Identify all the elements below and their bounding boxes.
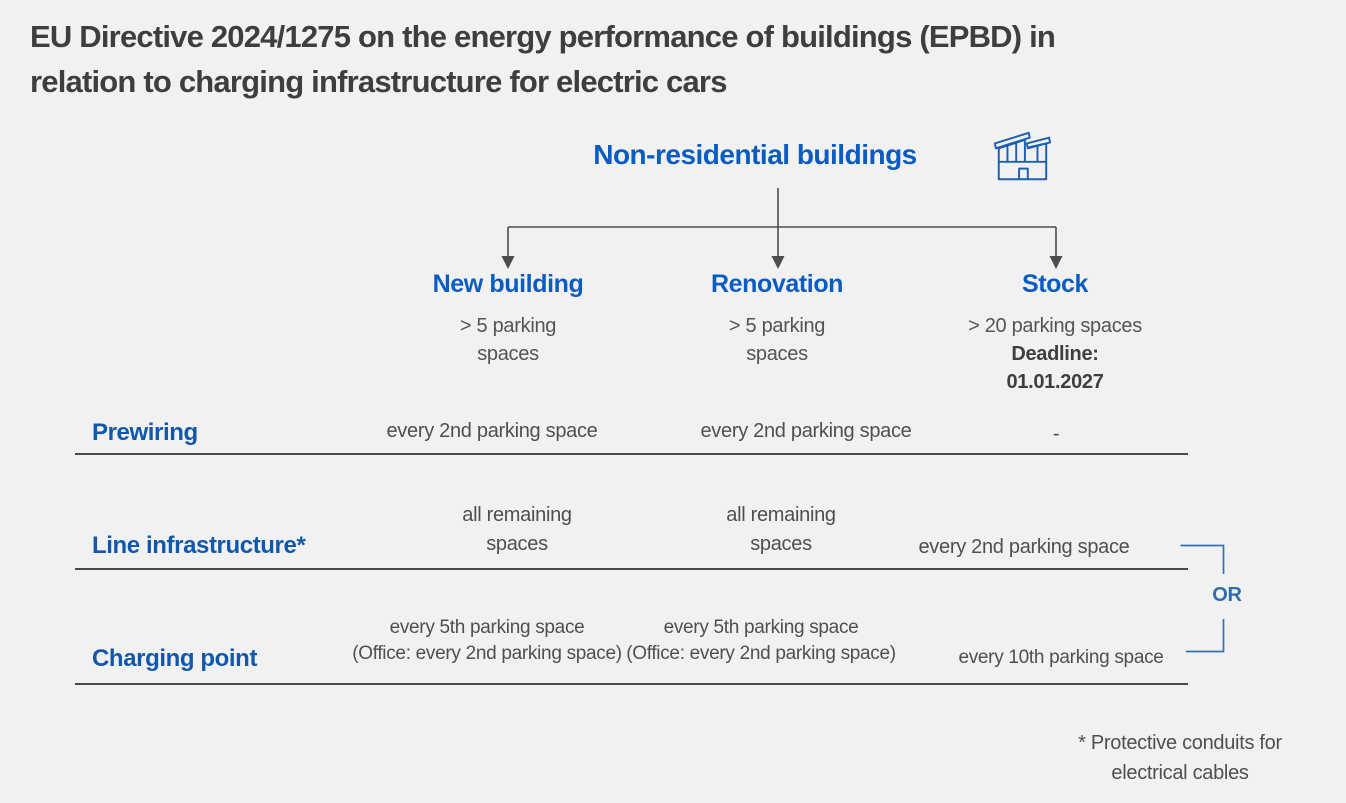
building-icon [993,131,1052,181]
cell-line: every 5th parking space [663,617,859,638]
cell-line-infrastructure-renovation: all remaining spaces [641,501,921,559]
column-sublabel-new-building: > 5 parking spaces [388,312,628,368]
cell-charging-point-stock: every 10th parking space [958,647,1164,668]
footnote-line-2: electrical cables [1111,762,1249,784]
cell-line: all remaining [726,504,836,526]
cell-prewiring-stock: - [1052,423,1060,445]
root-node-label: Non-residential buildings [593,139,917,170]
cell-line: spaces [486,533,548,555]
page-title-line-2: relation to charging infrastructure for … [30,64,727,99]
sublabel-line: > 20 parking spaces [968,315,1142,337]
cell-prewiring-new-building: every 2nd parking space [386,420,598,442]
sublabel-line: spaces [477,343,539,365]
page-title-line-1: EU Directive 2024/1275 on the energy per… [30,19,1056,54]
deadline-label: Deadline: [1011,343,1099,365]
column-sublabel-renovation: > 5 parking spaces [657,312,897,368]
or-connector-label: OR [1212,584,1242,606]
cell-charging-point-new-building: every 5th parking space (Office: every 2… [317,615,657,667]
cell-line: (Office: every 2nd parking space) [626,643,896,664]
cell-line: spaces [750,533,812,555]
footnote: * Protective conduits for electrical cab… [1030,728,1330,788]
cell-line-infrastructure-new-building: all remaining spaces [377,501,657,559]
column-sublabel-stock: > 20 parking spaces Deadline: 01.01.2027 [925,312,1185,396]
row-separator [75,683,1188,685]
cell-line-infrastructure-stock: every 2nd parking space [918,536,1130,558]
page-title: EU Directive 2024/1275 on the energy per… [30,14,1056,104]
cell-prewiring-renovation: every 2nd parking space [700,420,912,442]
row-separator [75,568,1188,570]
footnote-line-1: * Protective conduits for [1078,732,1282,754]
column-header-stock: Stock [1021,270,1089,298]
sublabel-line: > 5 parking [728,315,826,337]
row-label-line-infrastructure: Line infrastructure* [92,532,306,559]
column-header-renovation: Renovation [710,270,844,298]
arrow-down-icon [501,256,1063,269]
row-label-prewiring: Prewiring [92,419,198,446]
column-header-new-building: New building [432,270,584,298]
row-separator [75,453,1188,455]
sublabel-line: > 5 parking [459,315,557,337]
deadline-value: 01.01.2027 [1006,371,1104,393]
cell-line: every 5th parking space [389,617,585,638]
row-label-charging-point: Charging point [92,645,258,672]
cell-charging-point-renovation: every 5th parking space (Office: every 2… [591,615,931,667]
cell-line: (Office: every 2nd parking space) [352,643,622,664]
cell-line: all remaining [462,504,572,526]
sublabel-line: spaces [746,343,808,365]
